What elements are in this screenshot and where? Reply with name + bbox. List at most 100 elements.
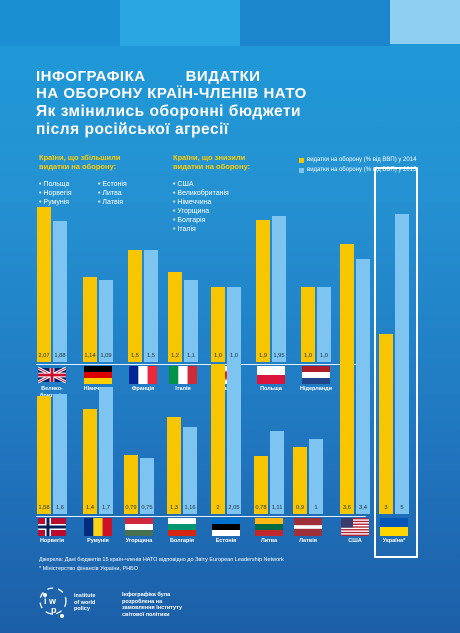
bar-2014 [211,364,225,514]
bar-2014 [83,276,97,362]
data-label-2015: 1,95 [273,353,285,359]
bar-2015 [309,439,323,514]
svg-text:w: w [48,596,57,606]
country-label: Болгарія [169,538,195,544]
data-label-2015: 1,88 [54,353,66,359]
bar-2014 [124,454,138,514]
data-label-2015: 1,6 [55,505,65,511]
bar-2014 [128,249,142,362]
flag-lv-icon [294,518,322,536]
footnote-ukraine: * Міністерство фінансів України, РНБО [39,566,139,572]
decreased-item: • Болгарія [173,217,206,224]
bar-2014 [83,409,97,514]
bar-2014 [293,446,307,514]
data-label-2014: 0,78 [255,505,267,511]
country-label: США [348,538,362,544]
svg-text:p: p [51,605,57,615]
bar-2014 [301,287,315,362]
data-label-2014: 1,5 [130,353,140,359]
data-label-2014: 0,79 [125,505,137,511]
increased-item: • Румунія [39,199,70,206]
data-label-2015: 1 [314,505,318,511]
decreased-item: • США [173,181,194,188]
bar-2015 [227,287,241,362]
data-label-2015: 1,11 [271,505,283,511]
data-label-2015: 1,0 [229,353,239,359]
bar-2015 [184,279,198,362]
flag-bg-icon [168,518,196,536]
flag-no-icon [38,518,66,536]
title-line1: ІНФОГРАФІКА ВИДАТКИ [36,68,261,85]
data-label-2015: 3,4 [358,505,368,511]
increased-item: • Естонія [98,181,127,188]
title-line2: НА ОБОРОНУ КРАЇН-ЧЛЕНІВ НАТО [36,85,307,102]
country-label: Італія [175,386,191,392]
bar-2015 [356,259,370,514]
bar-2015 [99,280,113,362]
bar-2014 [168,272,182,362]
data-label-2014: 1,58 [38,505,50,511]
bar-2014 [254,455,268,514]
bar-2014 [340,244,354,514]
bar-2014 [37,206,51,362]
bar-2015 [140,457,154,514]
decreased-item: • Італія [173,226,196,233]
legend-label-2014: видатки на оборону (% від ВВП) у 2014 [307,157,417,163]
country-label: Польща [260,386,282,392]
row2-baseline [36,516,366,517]
bar-2015 [395,214,409,514]
country-label: Угорщина [125,538,153,544]
data-label-2015: 0,75 [141,505,153,511]
country-label: Нідерланди [299,386,333,392]
data-label-2014: 1,14 [84,353,96,359]
data-label-2015: 2,05 [228,505,240,511]
data-label-2014: 1,2 [170,353,180,359]
flag-ro-icon [84,518,112,536]
country-label: Норвегія [39,538,65,544]
flag-de-icon [84,366,112,384]
country-label: Франція [131,386,155,392]
country-label: Литва [260,538,278,544]
country-label: Румунія [87,538,109,544]
bar-2015 [99,386,113,514]
data-label-2014: 2 [216,505,220,511]
decreased-item: • Угорщина [173,208,210,215]
data-label-2014: 2,07 [38,353,50,359]
bar-2015 [183,427,197,514]
subtitle-line1: Як змінились оборонні бюджети [36,103,302,120]
bar-2014 [211,287,225,362]
bar-2015 [270,430,284,514]
data-label-2015: 1,1 [186,353,196,359]
increased-title-1: Країни, що збільшили [39,153,121,162]
increased-item: • Норвегія [39,190,72,197]
increased-item: • Латвія [98,199,124,206]
flag-it-icon [169,366,197,384]
flag-uk-icon [38,366,66,384]
flag-fr-icon [129,366,157,384]
flag-pl-icon [257,366,285,384]
data-label-2015: 1,16 [184,505,196,511]
bar-2015 [53,394,67,514]
decreased-item: • Великобританія [173,190,229,197]
svg-text:i: i [44,596,47,606]
decor-stripe [240,0,390,46]
bar-2014 [167,416,181,514]
bar-2015 [144,249,158,362]
country-label: Німеччина [83,386,113,392]
data-label-2015: 1,09 [100,353,112,359]
bar-2014 [37,395,51,514]
bar-2015 [227,360,241,514]
country-label: Велико-британія [40,386,64,399]
country-label: Естонія [215,538,237,544]
data-label-2015: 5 [400,505,404,511]
data-label-2014: 1,9 [258,353,268,359]
ukraine-highlight-frame [374,167,418,558]
flag-ua-icon [380,518,408,536]
data-label-2014: 1,0 [303,353,313,359]
bar-2014 [379,334,393,514]
bar-2015 [272,215,286,362]
iwp-logo-icon: i w p [39,587,67,618]
decor-stripe [390,0,460,44]
bar-2014 [256,219,270,362]
